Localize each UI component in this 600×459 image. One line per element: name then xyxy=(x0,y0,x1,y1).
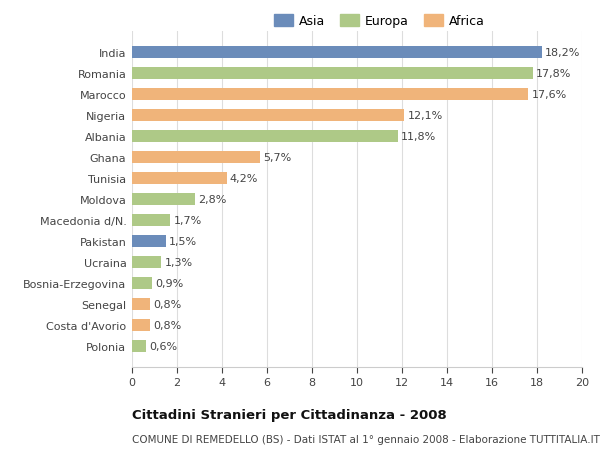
Text: 0,8%: 0,8% xyxy=(154,299,182,309)
Text: 0,9%: 0,9% xyxy=(155,279,184,288)
Bar xyxy=(132,278,152,289)
Bar xyxy=(132,299,150,310)
Text: 12,1%: 12,1% xyxy=(407,111,443,121)
Bar xyxy=(132,173,227,185)
Bar xyxy=(132,47,542,59)
Bar xyxy=(132,68,533,80)
Bar xyxy=(132,341,146,352)
Text: 4,2%: 4,2% xyxy=(230,174,258,184)
Text: 5,7%: 5,7% xyxy=(263,153,292,163)
Bar xyxy=(132,236,166,247)
Bar xyxy=(132,131,398,143)
Bar xyxy=(132,110,404,122)
Text: 0,8%: 0,8% xyxy=(154,320,182,330)
Text: 2,8%: 2,8% xyxy=(199,195,227,205)
Bar xyxy=(132,257,161,268)
Text: 0,6%: 0,6% xyxy=(149,341,177,351)
Text: 17,8%: 17,8% xyxy=(536,69,571,79)
Bar xyxy=(132,215,170,226)
Bar xyxy=(132,194,195,206)
Text: 11,8%: 11,8% xyxy=(401,132,436,142)
Text: 18,2%: 18,2% xyxy=(545,48,580,58)
Text: 1,7%: 1,7% xyxy=(173,216,202,225)
Text: Cittadini Stranieri per Cittadinanza - 2008: Cittadini Stranieri per Cittadinanza - 2… xyxy=(132,409,447,421)
Bar xyxy=(132,89,528,101)
Bar xyxy=(132,319,150,331)
Text: 1,5%: 1,5% xyxy=(169,236,197,246)
Text: 17,6%: 17,6% xyxy=(532,90,566,100)
Legend: Asia, Europa, Africa: Asia, Europa, Africa xyxy=(270,11,489,32)
Text: COMUNE DI REMEDELLO (BS) - Dati ISTAT al 1° gennaio 2008 - Elaborazione TUTTITAL: COMUNE DI REMEDELLO (BS) - Dati ISTAT al… xyxy=(132,434,600,444)
Bar xyxy=(132,152,260,163)
Text: 1,3%: 1,3% xyxy=(164,257,193,268)
